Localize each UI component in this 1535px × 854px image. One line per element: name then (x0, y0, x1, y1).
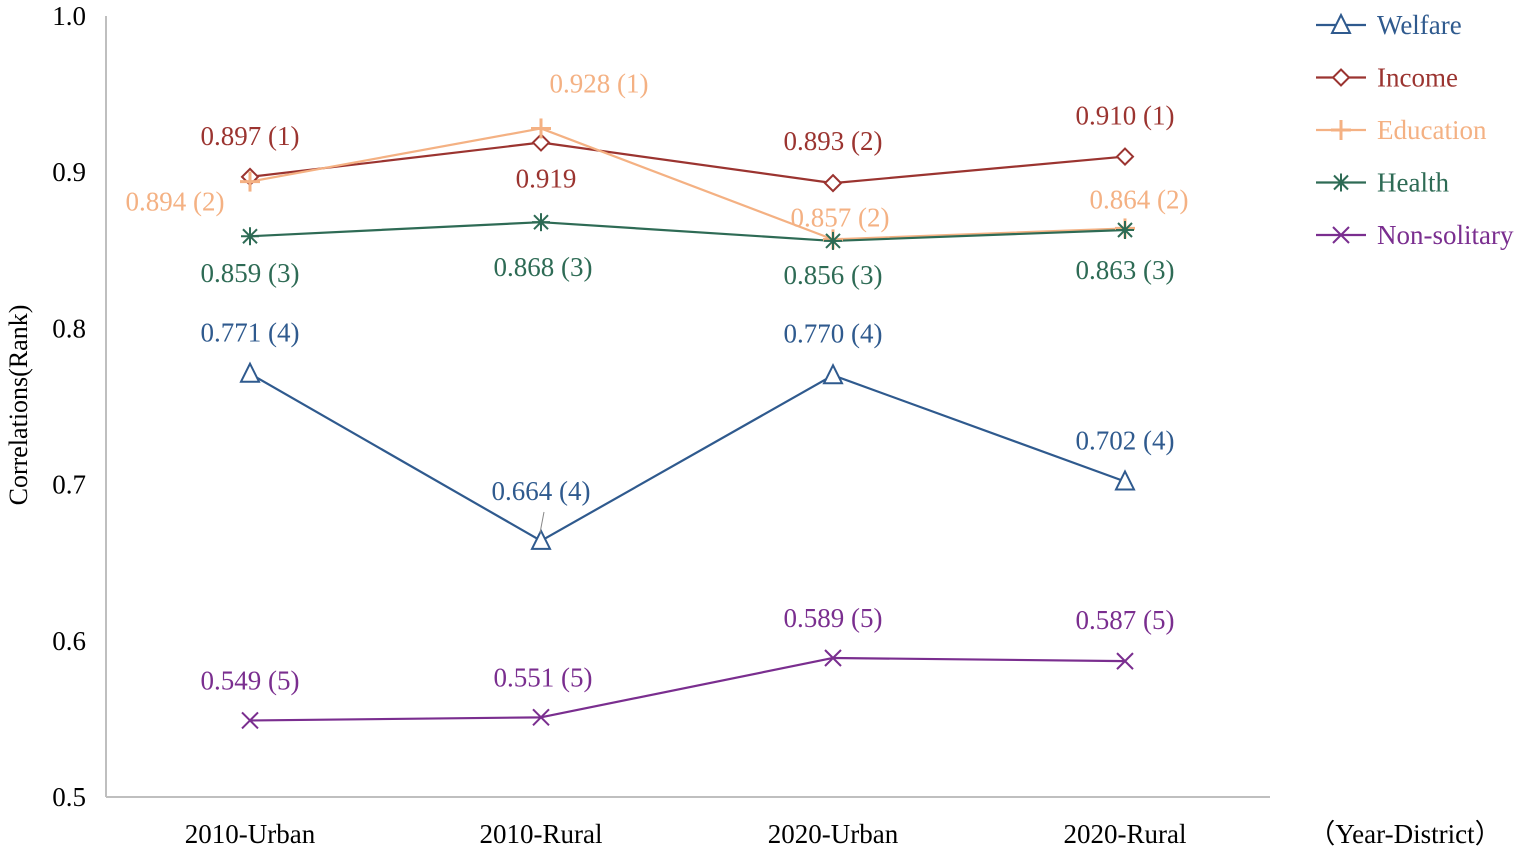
legend-item-health: Health (1316, 168, 1449, 198)
marker-education (240, 171, 260, 192)
series-line-health (249, 221, 1126, 243)
series-markers (239, 118, 1136, 730)
data-label-health: 0.863 (3) (1076, 255, 1175, 285)
data-label-income: 0.893 (2) (784, 126, 883, 156)
data-label-education: 0.894 (2) (126, 187, 225, 217)
legend-item-education: Education (1316, 115, 1487, 145)
y-tick-label: 0.6 (52, 626, 86, 656)
y-tick-label: 1.0 (52, 1, 86, 31)
data-label-welfare: 0.664 (4) (492, 476, 591, 506)
legend-label: Income (1377, 63, 1458, 93)
legend-marker-non-solitary (1332, 226, 1350, 244)
data-label-education: 0.857 (2) (791, 202, 890, 232)
data-label-non-solitary: 0.589 (5) (784, 603, 883, 633)
data-label-income: 0.910 (1) (1076, 101, 1175, 131)
x-tick-label: 2020-Rural (1064, 819, 1187, 849)
data-label-education: 0.928 (1) (550, 68, 649, 98)
data-label-non-solitary: 0.549 (5) (201, 665, 300, 695)
legend-label: Welfare (1377, 10, 1462, 40)
marker-welfare (530, 528, 552, 550)
marker-health (241, 227, 259, 246)
legend-marker-health (1332, 173, 1350, 192)
legend-marker-welfare (1330, 12, 1352, 34)
marker-non-solitary (532, 708, 550, 727)
data-label-welfare: 0.702 (4) (1076, 425, 1175, 455)
legend-label: Non-solitary (1377, 220, 1514, 250)
data-label-education: 0.864 (2) (1090, 184, 1189, 214)
data-label-welfare: 0.771 (4) (201, 318, 300, 348)
y-axis-label: Correlations(Rank) (4, 305, 33, 506)
series-line-education (249, 127, 1126, 241)
legend-item-non-solitary: Non-solitary (1316, 220, 1514, 250)
data-label-non-solitary: 0.587 (5) (1076, 605, 1175, 635)
data-label-health: 0.856 (3) (784, 260, 883, 290)
marker-health (532, 213, 550, 232)
series-line-income (249, 141, 1126, 185)
marker-income (531, 133, 551, 152)
marker-welfare (239, 361, 261, 383)
x-tick-label: 2010-Rural (480, 819, 603, 849)
data-label-income: 0.919 (516, 164, 577, 194)
legend-marker-education (1331, 120, 1351, 140)
marker-non-solitary (1116, 652, 1134, 670)
legend-label: Education (1377, 115, 1487, 145)
marker-health (824, 231, 842, 250)
legend-marker-income (1331, 68, 1351, 87)
legend: Welfare Income Education Health Non-solitary (1316, 10, 1514, 250)
x-axis-label: （Year-District） (1308, 819, 1501, 849)
chart-axes: 0.5 0.6 0.7 0.8 0.9 1.0 2010-Urban 2010-Rural 20… (4, 1, 1502, 849)
data-label-health: 0.859 (3) (201, 258, 300, 288)
data-labels: 0.771 (4) 0.664 (4) 0.770 (4) 0.702 (4) 0.89… (126, 68, 1189, 695)
legend-label: Health (1377, 168, 1449, 198)
marker-welfare (1114, 469, 1136, 491)
data-label-welfare: 0.770 (4) (784, 318, 883, 348)
y-tick-label: 0.8 (52, 313, 86, 343)
marker-welfare (822, 363, 844, 385)
marker-income (1115, 147, 1135, 166)
marker-non-solitary (824, 649, 842, 667)
legend-item-income: Income (1316, 63, 1458, 93)
series-lines (249, 127, 1126, 722)
data-label-health: 0.868 (3) (494, 252, 593, 282)
data-label-non-solitary: 0.551 (5) (494, 662, 593, 692)
legend-item-welfare: Welfare (1316, 10, 1462, 40)
x-tick-label: 2020-Urban (768, 819, 899, 849)
series-line-non-solitary (249, 656, 1126, 722)
y-tick-label: 0.5 (52, 782, 86, 812)
series-line-welfare (249, 372, 1126, 542)
label-leader-line (539, 511, 545, 534)
x-tick-label: 2010-Urban (185, 819, 316, 849)
y-tick-label: 0.9 (52, 157, 86, 187)
data-label-income: 0.897 (1) (201, 121, 300, 151)
marker-education (531, 118, 551, 139)
y-tick-label: 0.7 (52, 470, 86, 500)
marker-health (1116, 220, 1134, 239)
marker-income (823, 173, 843, 193)
marker-non-solitary (241, 711, 259, 730)
